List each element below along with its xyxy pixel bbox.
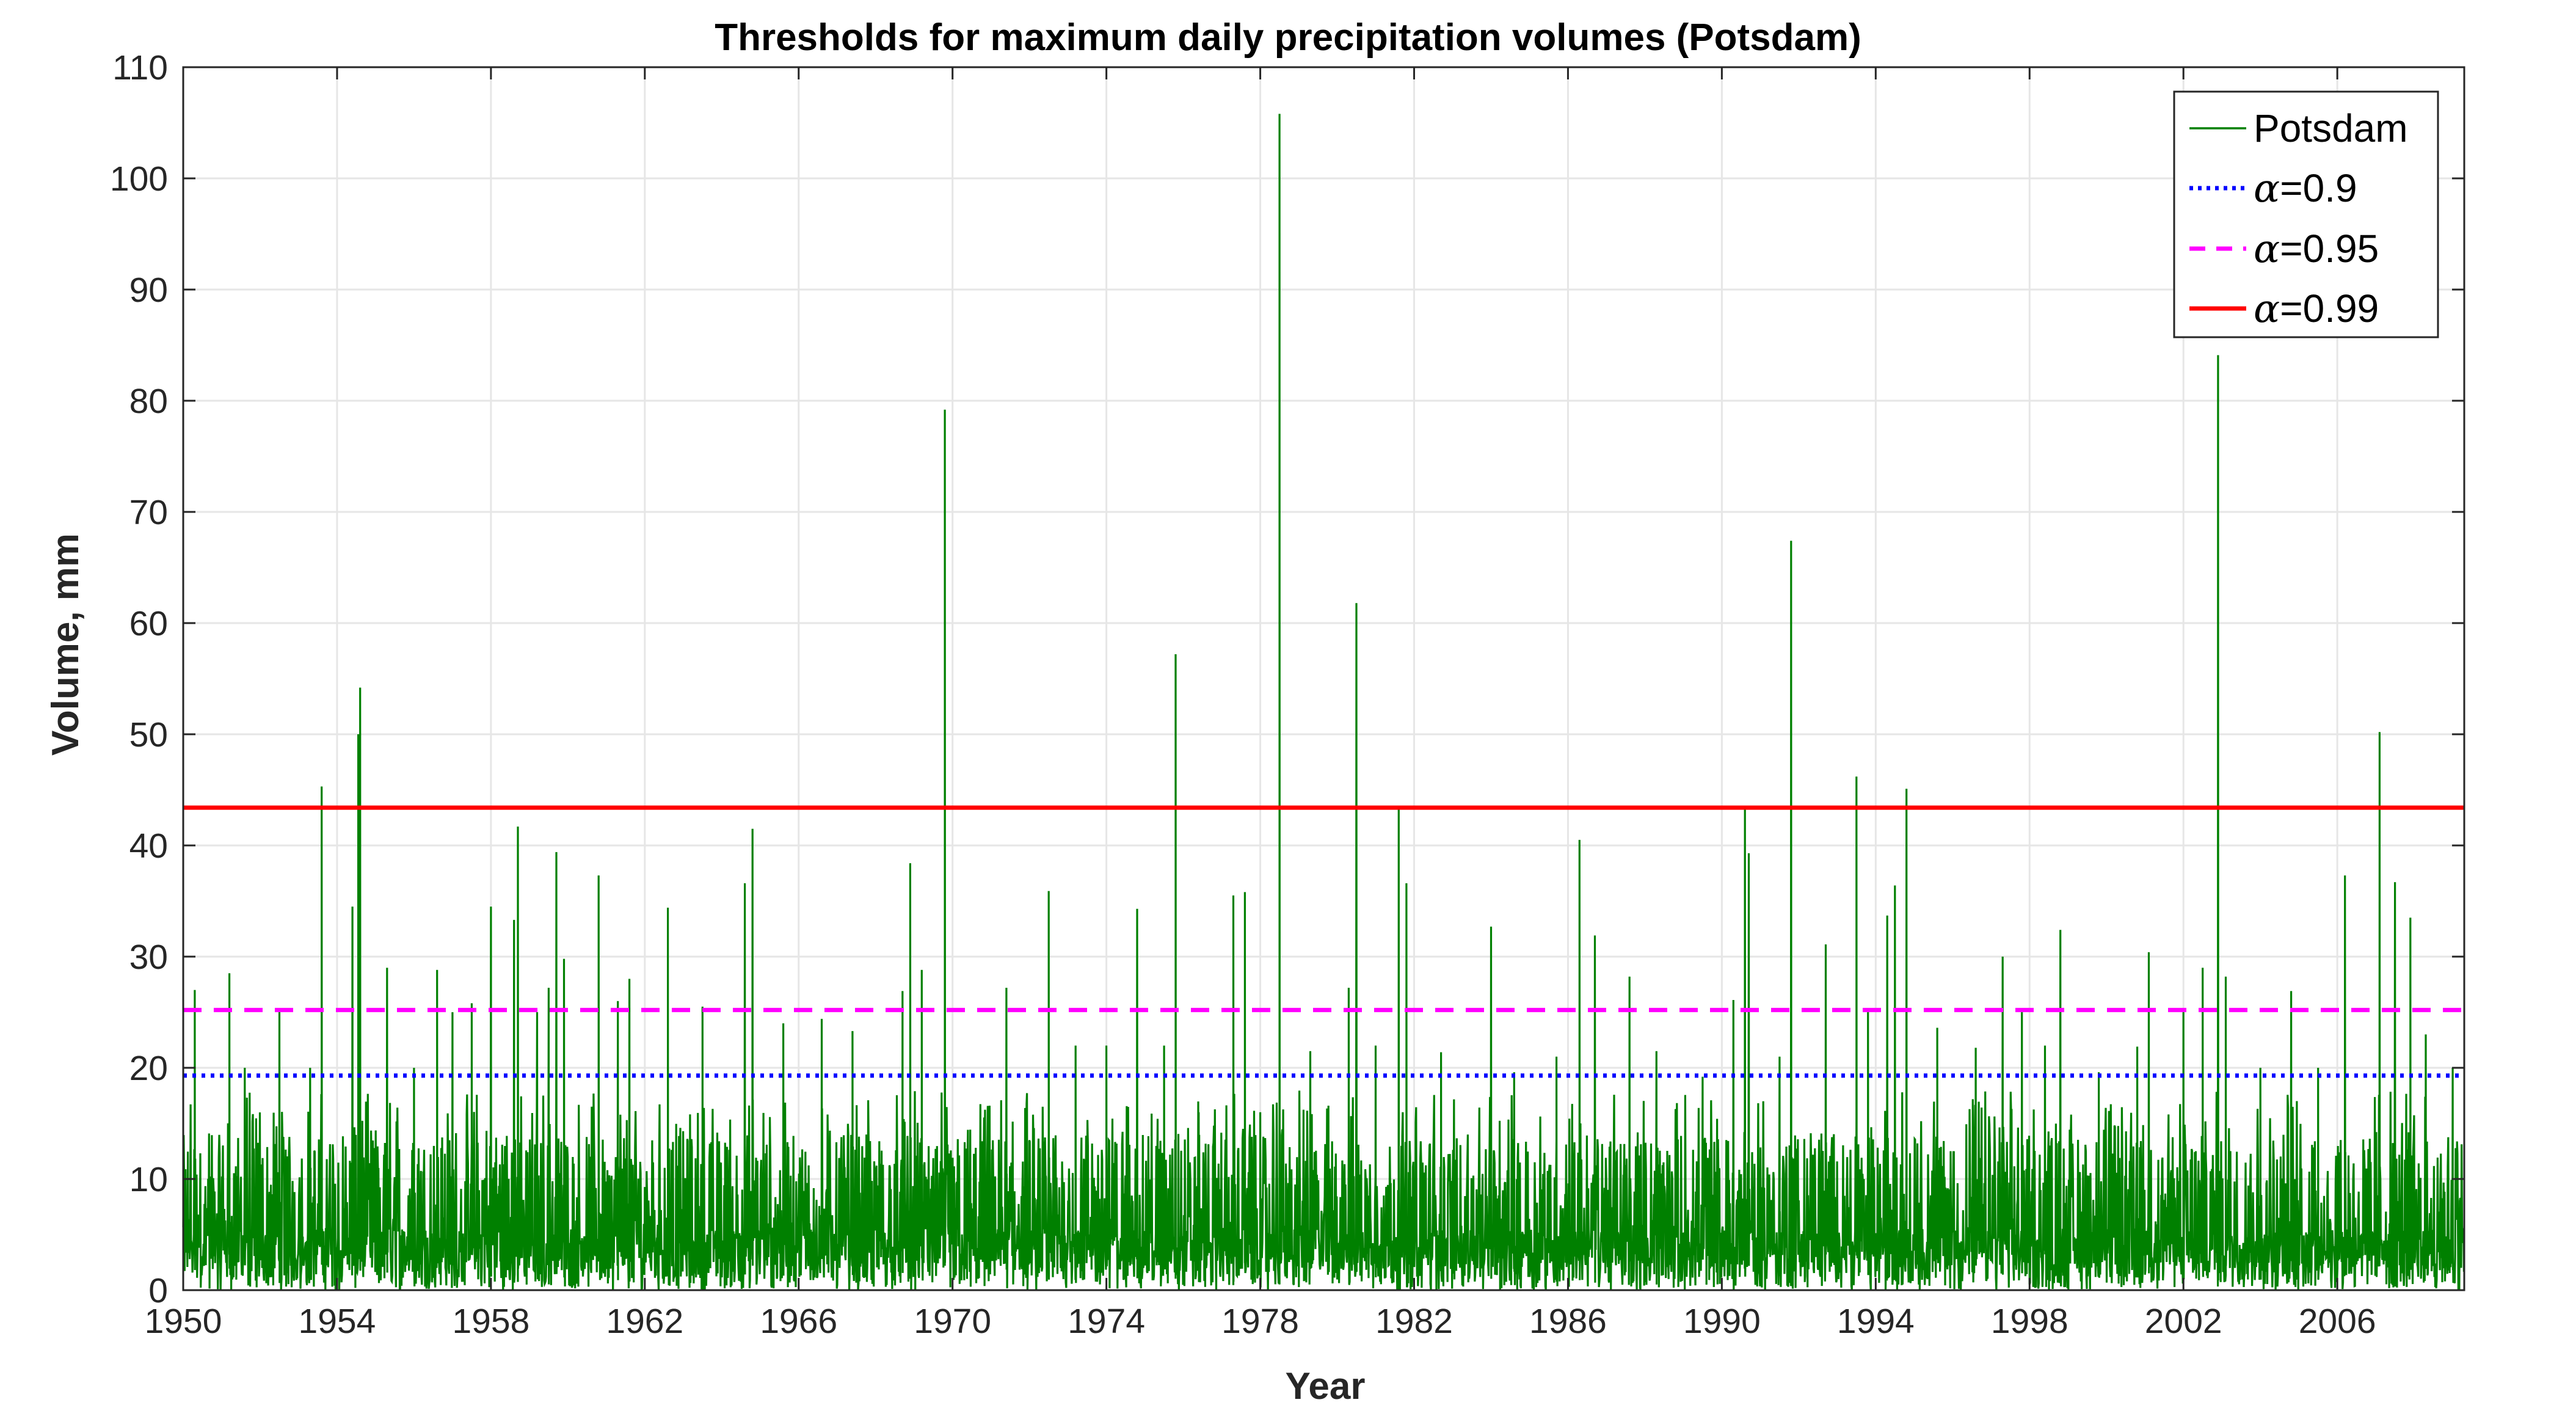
- x-tick-label: 1958: [452, 1302, 529, 1341]
- x-tick-label: 1974: [1068, 1302, 1145, 1341]
- grid: [182, 66, 2464, 1291]
- x-tick-label: 1978: [1221, 1302, 1299, 1341]
- x-tick-label: 2006: [2299, 1302, 2376, 1341]
- y-axis-ticks: 0 10 20 30 40 50 60 70 80 90 100 110: [110, 48, 2464, 1310]
- legend-alpha-value: =0.99: [2280, 286, 2379, 330]
- y-axis-label: Volume, mm: [45, 533, 87, 756]
- x-axis-ticks: 1950 1954 1958 1962 1966 1970 1974 1978 1982 1986…: [145, 67, 2376, 1341]
- x-tick-label: 1966: [760, 1302, 837, 1341]
- y-tick-label: 110: [112, 48, 168, 87]
- x-tick-label: 1990: [1683, 1302, 1761, 1341]
- x-tick-label: 1982: [1375, 1302, 1453, 1341]
- x-tick-label: 1994: [1837, 1302, 1915, 1341]
- y-tick-label: 30: [129, 938, 168, 977]
- legend-alpha-symbol: α: [2254, 286, 2280, 332]
- potsdam-series-path: [182, 114, 2465, 1291]
- plot-frame: [182, 66, 2465, 1291]
- y-tick-label: 100: [110, 159, 168, 199]
- legend-box: [2173, 90, 2439, 338]
- legend-alpha-value: =0.9: [2280, 166, 2357, 210]
- chart-title: Thresholds for maximum daily precipitati…: [715, 16, 1861, 59]
- legend-label-1: α=0.9: [2254, 166, 2357, 211]
- y-tick-label: 60: [129, 604, 168, 643]
- legend-alpha-value: =0.95: [2280, 227, 2379, 271]
- y-tick-label: 50: [129, 715, 168, 754]
- y-tick-label: 70: [129, 493, 168, 532]
- x-tick-label: 1986: [1529, 1302, 1607, 1341]
- y-tick-label: 20: [129, 1049, 168, 1088]
- x-tick-label: 1970: [914, 1302, 991, 1341]
- legend-label-2: α=0.95: [2254, 227, 2379, 272]
- y-tick-label: 10: [129, 1160, 168, 1199]
- legend-label-0: Potsdam: [2254, 106, 2408, 150]
- x-axis-label: Year: [1285, 1365, 1365, 1405]
- y-tick-label: 80: [129, 382, 168, 421]
- x-tick-label: 2002: [2145, 1302, 2222, 1341]
- threshold-lines: [183, 805, 2464, 1078]
- y-tick-label: 0: [148, 1271, 168, 1310]
- legend-alpha-symbol: α: [2254, 166, 2280, 211]
- x-tick-label: 1950: [145, 1302, 222, 1341]
- legend-alpha-symbol: α: [2254, 227, 2280, 272]
- series-potsdam-line: [182, 114, 2465, 1291]
- y-tick-label: 40: [129, 827, 168, 866]
- x-tick-label: 1954: [299, 1302, 376, 1341]
- legend-label-3: α=0.99: [2254, 286, 2379, 332]
- x-tick-label: 1962: [606, 1302, 683, 1341]
- x-tick-label: 1998: [1991, 1302, 2068, 1341]
- y-tick-label: 90: [129, 271, 168, 310]
